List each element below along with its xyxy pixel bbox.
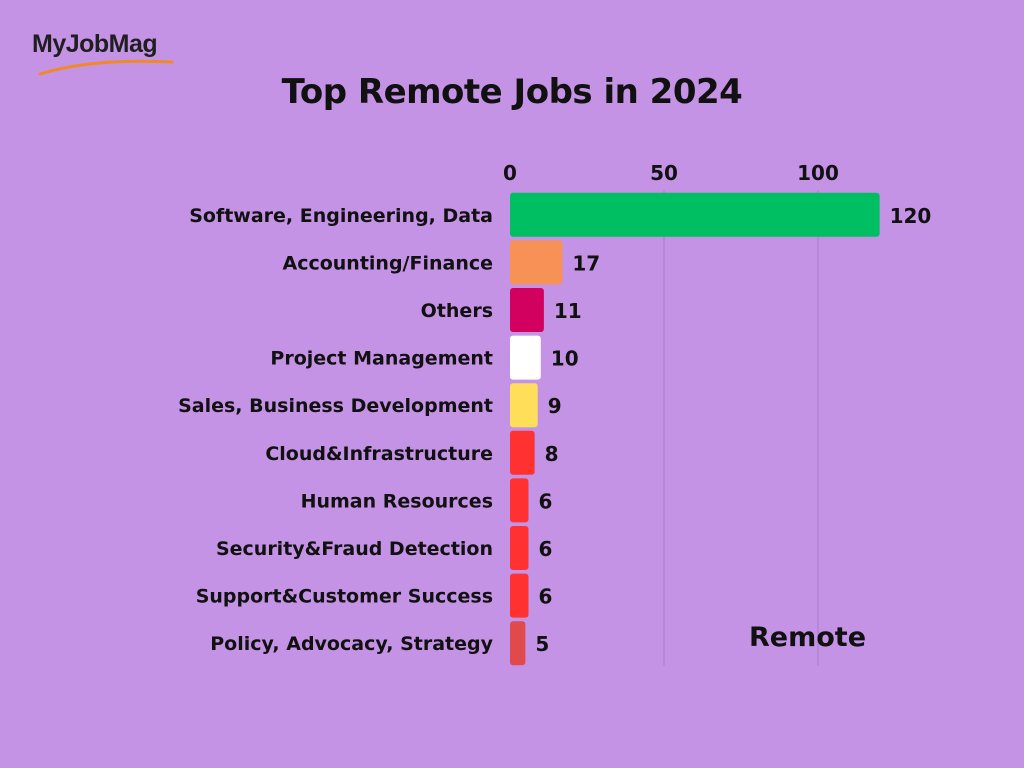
data-label: 17	[572, 251, 600, 275]
category-label: Security&Fraud Detection	[216, 538, 493, 560]
category-label: Support&Customer Success	[196, 586, 493, 608]
bar	[510, 573, 529, 618]
category-label: Cloud&Infrastructure	[265, 443, 493, 465]
bar	[510, 288, 544, 332]
bar	[510, 335, 541, 380]
chart-title: Top Remote Jobs in 2024	[281, 72, 743, 112]
category-label: Human Resources	[301, 490, 493, 512]
category-label: Accounting/Finance	[282, 252, 493, 274]
data-label: 8	[545, 442, 559, 466]
bar	[510, 240, 563, 285]
x-tick-label: 50	[650, 161, 678, 185]
data-label: 6	[538, 537, 552, 561]
data-label: 6	[538, 585, 552, 609]
data-label: 10	[551, 347, 579, 371]
logo-swoosh-icon	[38, 59, 174, 76]
category-label: Project Management	[270, 348, 493, 370]
bar	[510, 192, 880, 237]
bar	[510, 621, 526, 666]
bar	[510, 526, 529, 570]
category-label: Others	[421, 300, 493, 322]
series-label: Remote	[749, 622, 867, 653]
bar	[510, 478, 529, 523]
data-label: 120	[890, 204, 932, 228]
bar	[510, 430, 535, 475]
x-tick-label: 0	[503, 161, 517, 185]
data-label: 11	[554, 299, 582, 323]
data-label: 6	[538, 489, 552, 513]
x-tick-label: 100	[797, 161, 839, 185]
data-label: 9	[548, 394, 562, 418]
bar	[510, 383, 538, 428]
brand-logo: MyJobMag	[32, 28, 182, 78]
category-label: Policy, Advocacy, Strategy	[210, 633, 493, 655]
category-label: Software, Engineering, Data	[189, 205, 493, 227]
data-label: 5	[535, 632, 549, 656]
category-label: Sales, Business Development	[178, 395, 493, 417]
logo-text: MyJobMag	[32, 30, 158, 58]
